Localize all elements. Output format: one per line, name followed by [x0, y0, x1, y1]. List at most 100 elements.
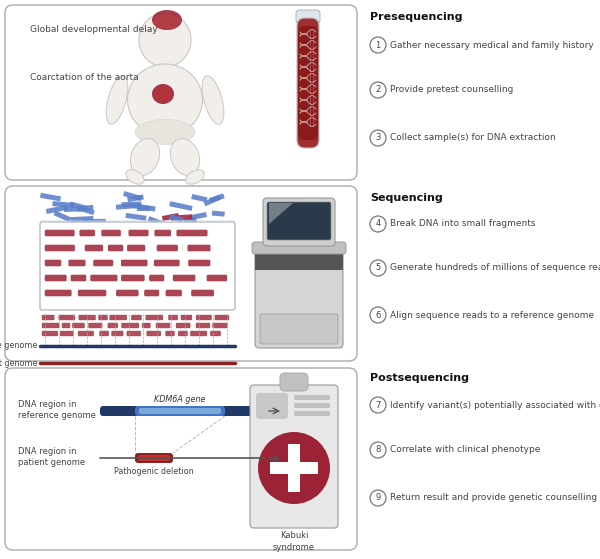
Polygon shape [169, 214, 184, 222]
FancyBboxPatch shape [99, 331, 109, 336]
FancyBboxPatch shape [176, 230, 208, 236]
Circle shape [370, 397, 386, 413]
FancyBboxPatch shape [42, 331, 58, 336]
Polygon shape [148, 216, 163, 226]
FancyBboxPatch shape [93, 260, 113, 266]
FancyBboxPatch shape [146, 331, 161, 336]
Ellipse shape [152, 10, 182, 30]
FancyBboxPatch shape [255, 248, 343, 348]
Polygon shape [40, 193, 61, 201]
FancyBboxPatch shape [178, 331, 188, 336]
Polygon shape [64, 206, 85, 212]
Polygon shape [191, 194, 208, 202]
Text: 4: 4 [376, 220, 380, 229]
FancyBboxPatch shape [256, 393, 288, 419]
FancyBboxPatch shape [108, 245, 124, 252]
Ellipse shape [135, 120, 195, 144]
FancyBboxPatch shape [121, 274, 145, 281]
FancyBboxPatch shape [285, 222, 313, 244]
FancyBboxPatch shape [168, 315, 178, 320]
Text: Return result and provide genetic counselling: Return result and provide genetic counse… [390, 494, 597, 503]
FancyBboxPatch shape [154, 260, 179, 266]
FancyBboxPatch shape [79, 230, 95, 236]
Polygon shape [212, 211, 225, 217]
Polygon shape [171, 214, 193, 221]
FancyBboxPatch shape [149, 274, 164, 281]
FancyBboxPatch shape [121, 260, 148, 266]
Ellipse shape [170, 139, 200, 176]
Text: DNA region in
patient genome: DNA region in patient genome [18, 447, 85, 467]
Polygon shape [134, 203, 155, 211]
FancyBboxPatch shape [78, 331, 94, 336]
Ellipse shape [186, 170, 204, 184]
Text: 3: 3 [376, 134, 380, 143]
Text: Provide pretest counselling: Provide pretest counselling [390, 86, 514, 94]
FancyBboxPatch shape [255, 252, 343, 270]
FancyBboxPatch shape [173, 274, 196, 281]
Text: 2: 2 [376, 86, 380, 94]
Text: Global developmental delay: Global developmental delay [30, 26, 158, 35]
FancyBboxPatch shape [252, 242, 346, 254]
Ellipse shape [126, 170, 144, 184]
FancyBboxPatch shape [40, 222, 235, 310]
FancyBboxPatch shape [212, 323, 227, 328]
FancyBboxPatch shape [121, 323, 139, 328]
Text: Kabuki
syndrome: Kabuki syndrome [273, 531, 315, 552]
FancyBboxPatch shape [135, 453, 173, 463]
Text: Align sequence reads to a reference genome: Align sequence reads to a reference geno… [390, 310, 594, 320]
Polygon shape [70, 201, 88, 211]
Text: Pathogenic deletion: Pathogenic deletion [114, 467, 194, 476]
Circle shape [370, 216, 386, 232]
FancyBboxPatch shape [157, 245, 178, 252]
FancyBboxPatch shape [196, 315, 212, 320]
Circle shape [370, 130, 386, 146]
FancyBboxPatch shape [45, 245, 75, 252]
FancyBboxPatch shape [60, 331, 74, 336]
Text: Coarctation of the aorta: Coarctation of the aorta [30, 73, 139, 83]
FancyBboxPatch shape [5, 368, 357, 550]
FancyBboxPatch shape [5, 5, 357, 180]
Ellipse shape [130, 139, 160, 176]
Circle shape [370, 260, 386, 276]
FancyBboxPatch shape [294, 395, 330, 400]
Ellipse shape [202, 75, 224, 124]
FancyBboxPatch shape [294, 411, 330, 416]
FancyBboxPatch shape [78, 290, 106, 296]
Polygon shape [269, 203, 293, 224]
Ellipse shape [128, 64, 203, 136]
Text: 9: 9 [376, 494, 380, 503]
FancyBboxPatch shape [188, 260, 211, 266]
FancyBboxPatch shape [144, 290, 159, 296]
Bar [288, 444, 300, 492]
FancyBboxPatch shape [158, 65, 172, 75]
Polygon shape [53, 211, 71, 222]
FancyBboxPatch shape [128, 230, 149, 236]
Ellipse shape [154, 14, 180, 30]
Text: Sequencing: Sequencing [370, 193, 443, 203]
FancyBboxPatch shape [196, 323, 210, 328]
Polygon shape [123, 191, 142, 201]
FancyBboxPatch shape [98, 315, 108, 320]
Text: 6: 6 [376, 310, 380, 320]
Polygon shape [40, 220, 235, 222]
FancyBboxPatch shape [58, 315, 75, 320]
FancyBboxPatch shape [71, 274, 86, 281]
Text: DNA region in
reference genome: DNA region in reference genome [18, 400, 96, 420]
Text: Break DNA into small fragments: Break DNA into small fragments [390, 220, 536, 229]
FancyBboxPatch shape [68, 260, 86, 266]
Circle shape [370, 37, 386, 53]
Polygon shape [82, 219, 106, 224]
FancyBboxPatch shape [206, 274, 227, 281]
Text: 1: 1 [376, 40, 380, 50]
FancyBboxPatch shape [135, 406, 225, 416]
Polygon shape [169, 201, 193, 211]
Polygon shape [203, 195, 221, 206]
Text: 5: 5 [376, 263, 380, 272]
FancyBboxPatch shape [166, 290, 182, 296]
FancyBboxPatch shape [181, 315, 192, 320]
Polygon shape [70, 216, 94, 222]
Text: KDM6A gene: KDM6A gene [154, 395, 206, 404]
Polygon shape [137, 206, 150, 211]
Text: Collect sample(s) for DNA extraction: Collect sample(s) for DNA extraction [390, 134, 556, 143]
Circle shape [370, 307, 386, 323]
